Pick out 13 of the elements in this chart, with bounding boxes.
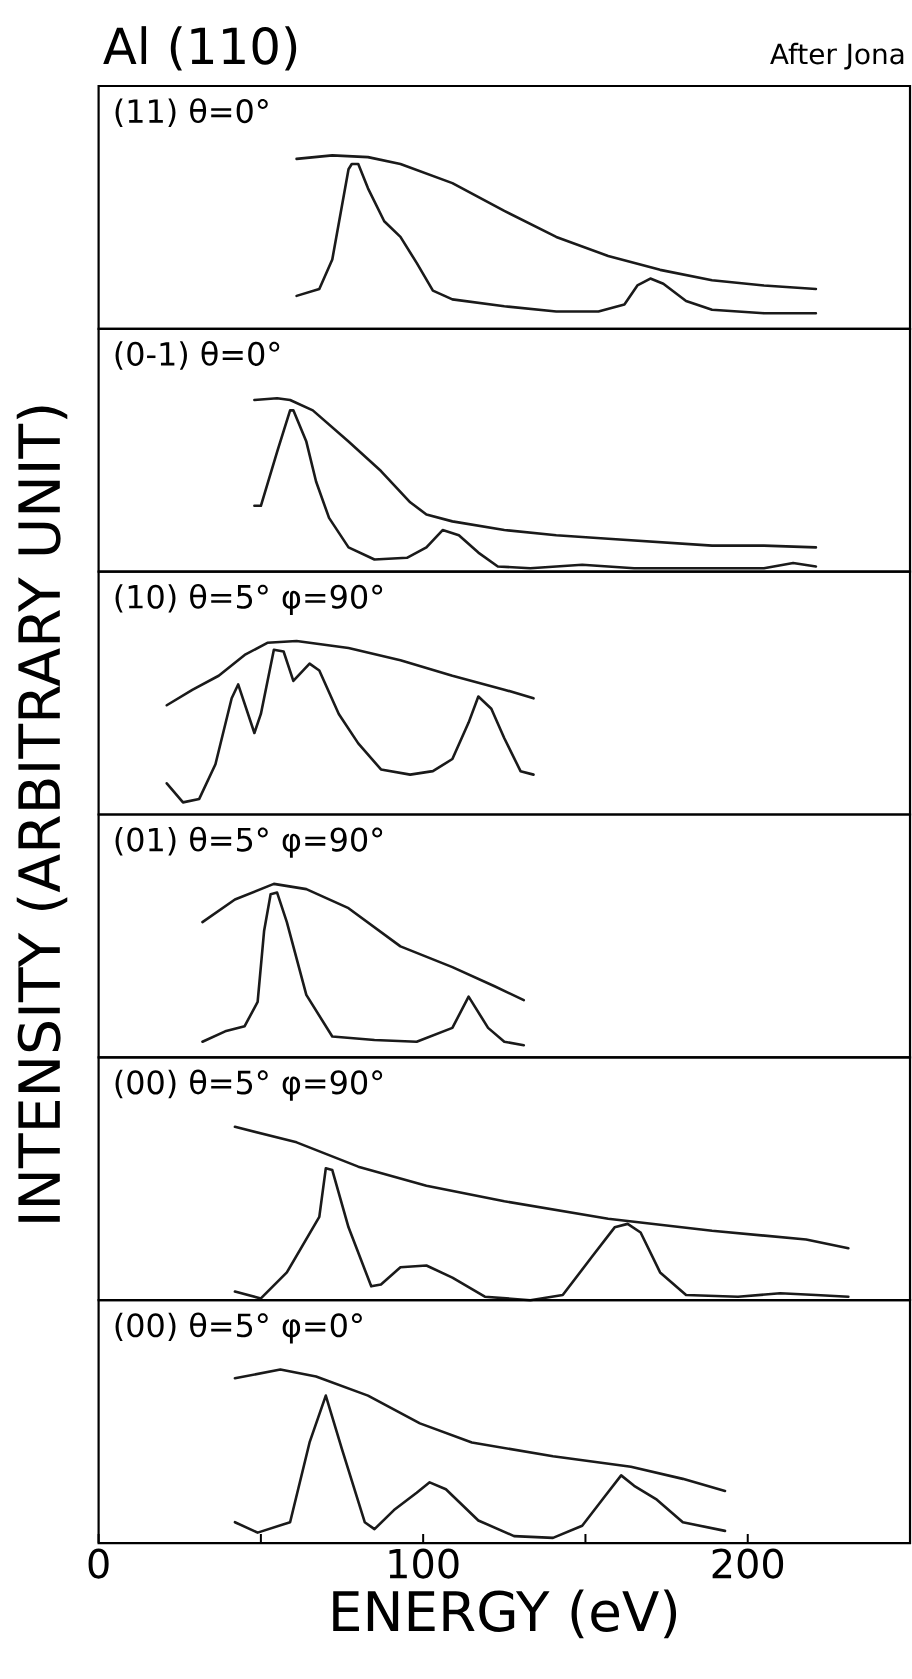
text: (10) θ=5° φ=90° [115,583,383,615]
y-axis-title: INTENSITY (ARBITRARY UNIT) [16,406,68,1222]
text: (01) θ=5° φ=90° [115,826,383,858]
text: (00) θ=5° φ=90° [115,1069,383,1101]
x-tick-label: 0 [88,1548,109,1579]
chart-title: Al (110) [103,26,297,71]
x-axis-title: ENERGY (eV) [333,1589,677,1639]
x-tick-label: 100 [389,1548,459,1579]
text: (11) θ=0° [115,98,268,127]
chart-subtitle: After Jona [770,42,904,70]
x-tick-label: 200 [712,1548,784,1579]
text: (00) θ=5° φ=0° [115,1312,362,1344]
text: (0-1) θ=0° [115,341,280,370]
